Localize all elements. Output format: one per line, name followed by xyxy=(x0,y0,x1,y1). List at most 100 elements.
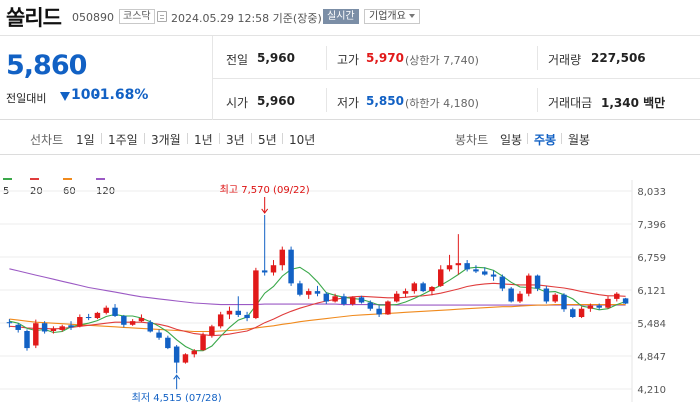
lower-limit: (하한가 4,180) xyxy=(405,97,479,110)
divider xyxy=(537,88,538,112)
tab-divider xyxy=(282,133,283,144)
stock-code: 050890 xyxy=(72,11,114,24)
candle xyxy=(526,273,532,297)
tab-monthly[interactable]: 월봉 xyxy=(568,133,591,147)
y-axis-labels: 8,033 7,396 6,759 6,121 5,484 4,847 4,210 xyxy=(637,187,666,396)
candle xyxy=(279,246,286,271)
tab-10y[interactable]: 10년 xyxy=(289,133,316,147)
candle xyxy=(429,285,435,296)
price-summary: 5,860 전일대비 100 -1.68% 전일 5,960 시가 5,960 … xyxy=(0,36,700,120)
tab-1d[interactable]: 1일 xyxy=(76,133,95,147)
calendar-icon xyxy=(157,11,167,22)
candle-body xyxy=(6,322,13,324)
candle-body xyxy=(464,263,470,270)
candle xyxy=(235,296,242,318)
candle-body xyxy=(173,346,180,363)
candle xyxy=(578,306,585,319)
candle-body xyxy=(147,322,153,332)
candle xyxy=(33,319,39,349)
candle xyxy=(376,305,382,318)
tab-1y[interactable]: 1년 xyxy=(194,133,213,147)
candle-body xyxy=(209,326,215,336)
candle-body xyxy=(517,293,523,302)
candle-body xyxy=(570,309,576,318)
tab-divider xyxy=(101,133,102,144)
candle xyxy=(552,293,558,304)
candle-body xyxy=(59,326,65,330)
candle-body xyxy=(552,294,558,302)
open-label: 시가 xyxy=(226,96,249,110)
candle-body xyxy=(341,296,347,305)
candle-body xyxy=(622,298,629,304)
chart-annotations: 최고 7,570 (09/22) 최저 4,515 (07/28) xyxy=(132,184,310,402)
candle-body xyxy=(270,265,277,273)
tab-3y[interactable]: 3년 xyxy=(226,133,245,147)
candle-body xyxy=(261,270,268,273)
candle-body xyxy=(587,305,594,309)
candle-body xyxy=(244,314,250,319)
y-tick-label: 4,210 xyxy=(637,385,666,396)
candle-body xyxy=(217,314,224,327)
candle xyxy=(288,246,294,286)
tab-daily[interactable]: 일봉 xyxy=(500,133,523,147)
candle-body xyxy=(200,335,206,351)
upper-limit: (상한가 7,740) xyxy=(405,54,479,67)
candle-body xyxy=(288,249,294,284)
high-annotation: 최고 7,570 (09/22) xyxy=(220,184,310,196)
tab-5y[interactable]: 5년 xyxy=(258,133,277,147)
candle xyxy=(490,270,497,281)
candle-body xyxy=(121,315,127,325)
candle xyxy=(244,311,250,322)
candle-body xyxy=(85,317,92,319)
tab-weekly[interactable]: 주봉 xyxy=(534,133,557,147)
candle xyxy=(129,319,136,326)
candle xyxy=(385,300,391,315)
candle-body xyxy=(323,293,330,302)
candle xyxy=(50,326,57,334)
candle-body xyxy=(156,332,162,338)
candle xyxy=(226,306,233,320)
candle xyxy=(314,285,321,297)
y-tick-label: 8,033 xyxy=(637,187,666,198)
candle-body xyxy=(499,276,506,289)
candle-body xyxy=(305,291,312,295)
candle-body xyxy=(165,337,171,349)
candle xyxy=(41,321,48,334)
candle xyxy=(68,321,74,330)
candle-body xyxy=(446,265,453,270)
tab-3m[interactable]: 3개월 xyxy=(151,133,181,147)
candle xyxy=(6,319,13,328)
candle-body xyxy=(297,283,303,295)
candle-body xyxy=(367,302,374,309)
caret-down-icon xyxy=(408,14,415,19)
candle-body xyxy=(15,324,21,330)
open-value: 5,960 xyxy=(257,94,295,108)
candle xyxy=(147,320,153,333)
candle-body xyxy=(508,288,514,302)
company-info-button[interactable]: 기업개요 xyxy=(364,9,420,24)
realtime-badge: 실시간 xyxy=(323,9,359,24)
low-value: 5,850 xyxy=(366,94,404,108)
candle-body xyxy=(50,328,57,331)
ma20-line xyxy=(9,282,626,337)
candle xyxy=(446,254,453,272)
candle xyxy=(570,307,576,319)
moving-average-lines xyxy=(9,266,626,352)
high-label: 고가 xyxy=(337,53,360,67)
candle xyxy=(596,303,602,310)
candle xyxy=(605,296,611,309)
candle xyxy=(182,353,189,364)
stock-chart[interactable]: 8,033 7,396 6,759 6,121 5,484 4,847 4,210 최고 7… xyxy=(0,180,700,402)
candle-body xyxy=(393,293,400,302)
candle xyxy=(561,293,567,312)
candle xyxy=(165,335,171,350)
candle xyxy=(121,314,127,328)
candle-body xyxy=(578,308,585,318)
current-price: 5,860 xyxy=(6,50,87,81)
down-arrow-icon xyxy=(60,92,70,101)
candle xyxy=(191,349,197,358)
tab-1w[interactable]: 1주일 xyxy=(108,133,138,147)
volume-value: 227,506 xyxy=(591,51,646,65)
candle xyxy=(499,274,506,292)
candle xyxy=(543,285,550,304)
